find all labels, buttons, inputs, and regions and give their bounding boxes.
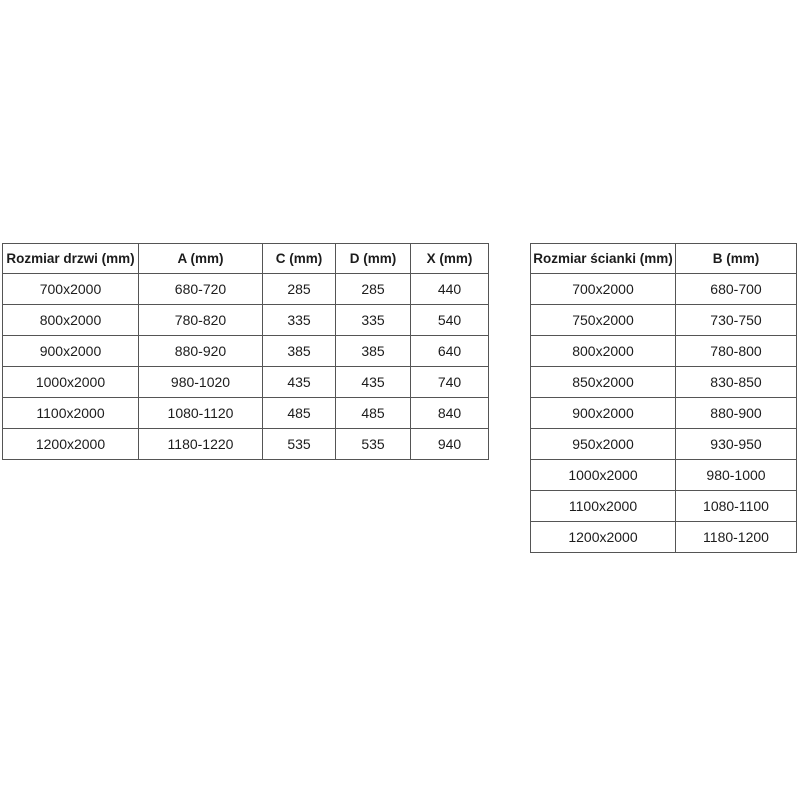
table-cell: 1200x2000 [2,428,139,460]
table-cell: 485 [262,397,336,429]
table-row: 1000x2000 980-1000 [530,459,797,491]
table-cell: 780-800 [675,335,797,367]
column-header-rozmiar-drzwi: Rozmiar drzwi (mm) [2,243,139,274]
table-cell: 830-850 [675,366,797,398]
table-cell: 1080-1120 [138,397,263,429]
table-cell: 780-820 [138,304,263,336]
table-cell: 1180-1220 [138,428,263,460]
table-row: 850x2000 830-850 [530,366,797,398]
table-cell: 1000x2000 [530,459,676,491]
table-row: 1100x2000 1080-1100 [530,490,797,522]
table-row: 1200x2000 1180-1200 [530,521,797,553]
table-cell: 700x2000 [530,273,676,305]
table-header-row: Rozmiar ścianki (mm) B (mm) [530,243,797,274]
table-cell: 680-720 [138,273,263,305]
table-cell: 700x2000 [2,273,139,305]
column-header-rozmiar-scianki: Rozmiar ścianki (mm) [530,243,676,274]
table-cell: 680-700 [675,273,797,305]
table-cell: 900x2000 [2,335,139,367]
table-cell: 435 [335,366,411,398]
table-row: 800x2000 780-820 335 335 540 [2,304,489,336]
table-row: 700x2000 680-720 285 285 440 [2,273,489,305]
table-row: 1200x2000 1180-1220 535 535 940 [2,428,489,460]
table-row: 1100x2000 1080-1120 485 485 840 [2,397,489,429]
table-cell: 980-1000 [675,459,797,491]
table-row: 700x2000 680-700 [530,273,797,305]
table-header-row: Rozmiar drzwi (mm) A (mm) C (mm) D (mm) … [2,243,489,274]
table-cell: 840 [410,397,489,429]
table-cell: 1180-1200 [675,521,797,553]
table-cell: 750x2000 [530,304,676,336]
column-header-x: X (mm) [410,243,489,274]
table-cell: 1100x2000 [530,490,676,522]
table-row: 900x2000 880-900 [530,397,797,429]
table-cell: 440 [410,273,489,305]
table-cell: 640 [410,335,489,367]
table-cell: 1200x2000 [530,521,676,553]
table-cell: 880-900 [675,397,797,429]
table-cell: 740 [410,366,489,398]
table-cell: 335 [262,304,336,336]
table-row: 750x2000 730-750 [530,304,797,336]
table-cell: 950x2000 [530,428,676,460]
door-sizes-table: Rozmiar drzwi (mm) A (mm) C (mm) D (mm) … [2,243,489,460]
table-cell: 1080-1100 [675,490,797,522]
table-cell: 485 [335,397,411,429]
table-cell: 730-750 [675,304,797,336]
table-cell: 335 [335,304,411,336]
table-row: 900x2000 880-920 385 385 640 [2,335,489,367]
table-row: 1000x2000 980-1020 435 435 740 [2,366,489,398]
table-row: 950x2000 930-950 [530,428,797,460]
table-cell: 940 [410,428,489,460]
table-cell: 540 [410,304,489,336]
table-cell: 880-920 [138,335,263,367]
table-cell: 1000x2000 [2,366,139,398]
table-cell: 535 [262,428,336,460]
table-cell: 1100x2000 [2,397,139,429]
table-cell: 435 [262,366,336,398]
table-cell: 850x2000 [530,366,676,398]
wall-sizes-table: Rozmiar ścianki (mm) B (mm) 700x2000 680… [530,243,797,553]
column-header-b: B (mm) [675,243,797,274]
table-cell: 800x2000 [530,335,676,367]
table-row: 800x2000 780-800 [530,335,797,367]
table-cell: 385 [262,335,336,367]
table-cell: 900x2000 [530,397,676,429]
column-header-c: C (mm) [262,243,336,274]
table-cell: 800x2000 [2,304,139,336]
table-cell: 535 [335,428,411,460]
table-cell: 285 [335,273,411,305]
table-cell: 285 [262,273,336,305]
table-cell: 385 [335,335,411,367]
table-cell: 980-1020 [138,366,263,398]
column-header-d: D (mm) [335,243,411,274]
table-cell: 930-950 [675,428,797,460]
column-header-a: A (mm) [138,243,263,274]
